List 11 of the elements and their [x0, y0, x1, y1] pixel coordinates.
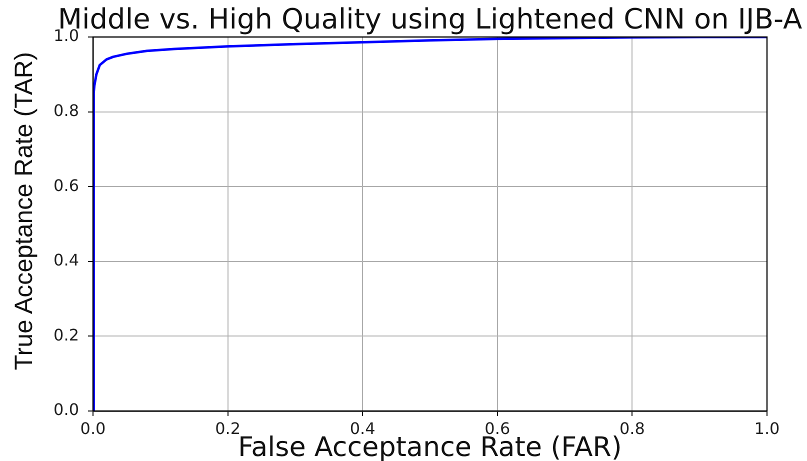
- x-tick-label: 0.8: [619, 418, 645, 438]
- y-axis-title: True Acceptance Rate (TAR): [10, 52, 38, 370]
- y-tick-label: 0.8: [54, 100, 79, 120]
- y-tick-label: 0.0: [54, 400, 79, 420]
- x-tick-label: 0.2: [215, 418, 241, 438]
- y-tick-label: 0.4: [54, 250, 79, 270]
- y-tick-label: 0.2: [54, 325, 79, 344]
- y-tick-label: 0.6: [54, 176, 79, 195]
- x-tick-label: 1.0: [754, 418, 780, 438]
- x-tick-label: 0.4: [350, 418, 376, 438]
- x-tick-label: 0.0: [80, 418, 106, 438]
